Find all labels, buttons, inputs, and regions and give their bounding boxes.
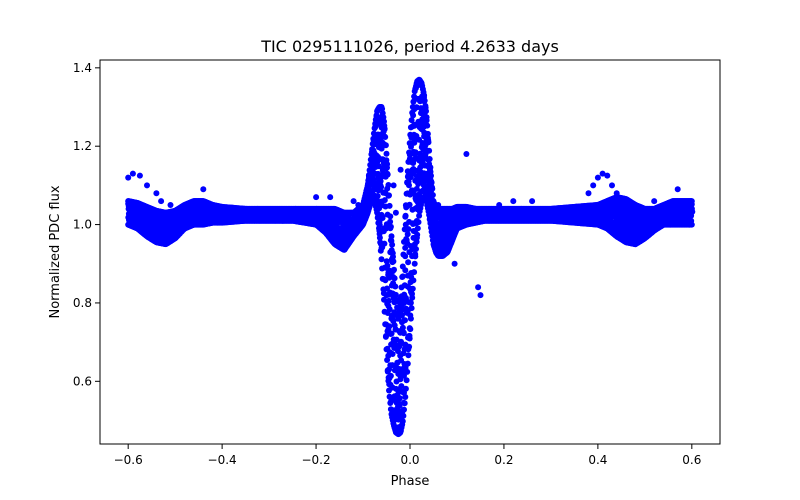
- data-point: [389, 351, 396, 357]
- data-point: [374, 193, 381, 199]
- data-point: [404, 231, 411, 238]
- data-point: [407, 299, 414, 306]
- data-point: [385, 297, 392, 304]
- data-point: [387, 372, 394, 379]
- data-point: [378, 184, 385, 190]
- data-point: [383, 258, 390, 265]
- data-points: [125, 76, 696, 438]
- data-point: [402, 244, 409, 251]
- data-point: [379, 214, 386, 220]
- data-point: [384, 262, 391, 269]
- data-point: [405, 259, 412, 266]
- data-point: [399, 324, 406, 331]
- data-point: [388, 330, 395, 337]
- data-point: [387, 218, 394, 225]
- data-point: [381, 197, 388, 204]
- data-point: [402, 317, 408, 324]
- data-point: [386, 306, 393, 313]
- data-point: [396, 403, 403, 409]
- data-point: [398, 383, 405, 390]
- data-point: [413, 185, 420, 192]
- data-point: [398, 338, 404, 345]
- chart-title: TIC 0295111026, period 4.2633 days: [260, 37, 559, 56]
- data-point: [396, 395, 403, 402]
- data-point: [400, 330, 407, 337]
- data-point: [411, 138, 418, 144]
